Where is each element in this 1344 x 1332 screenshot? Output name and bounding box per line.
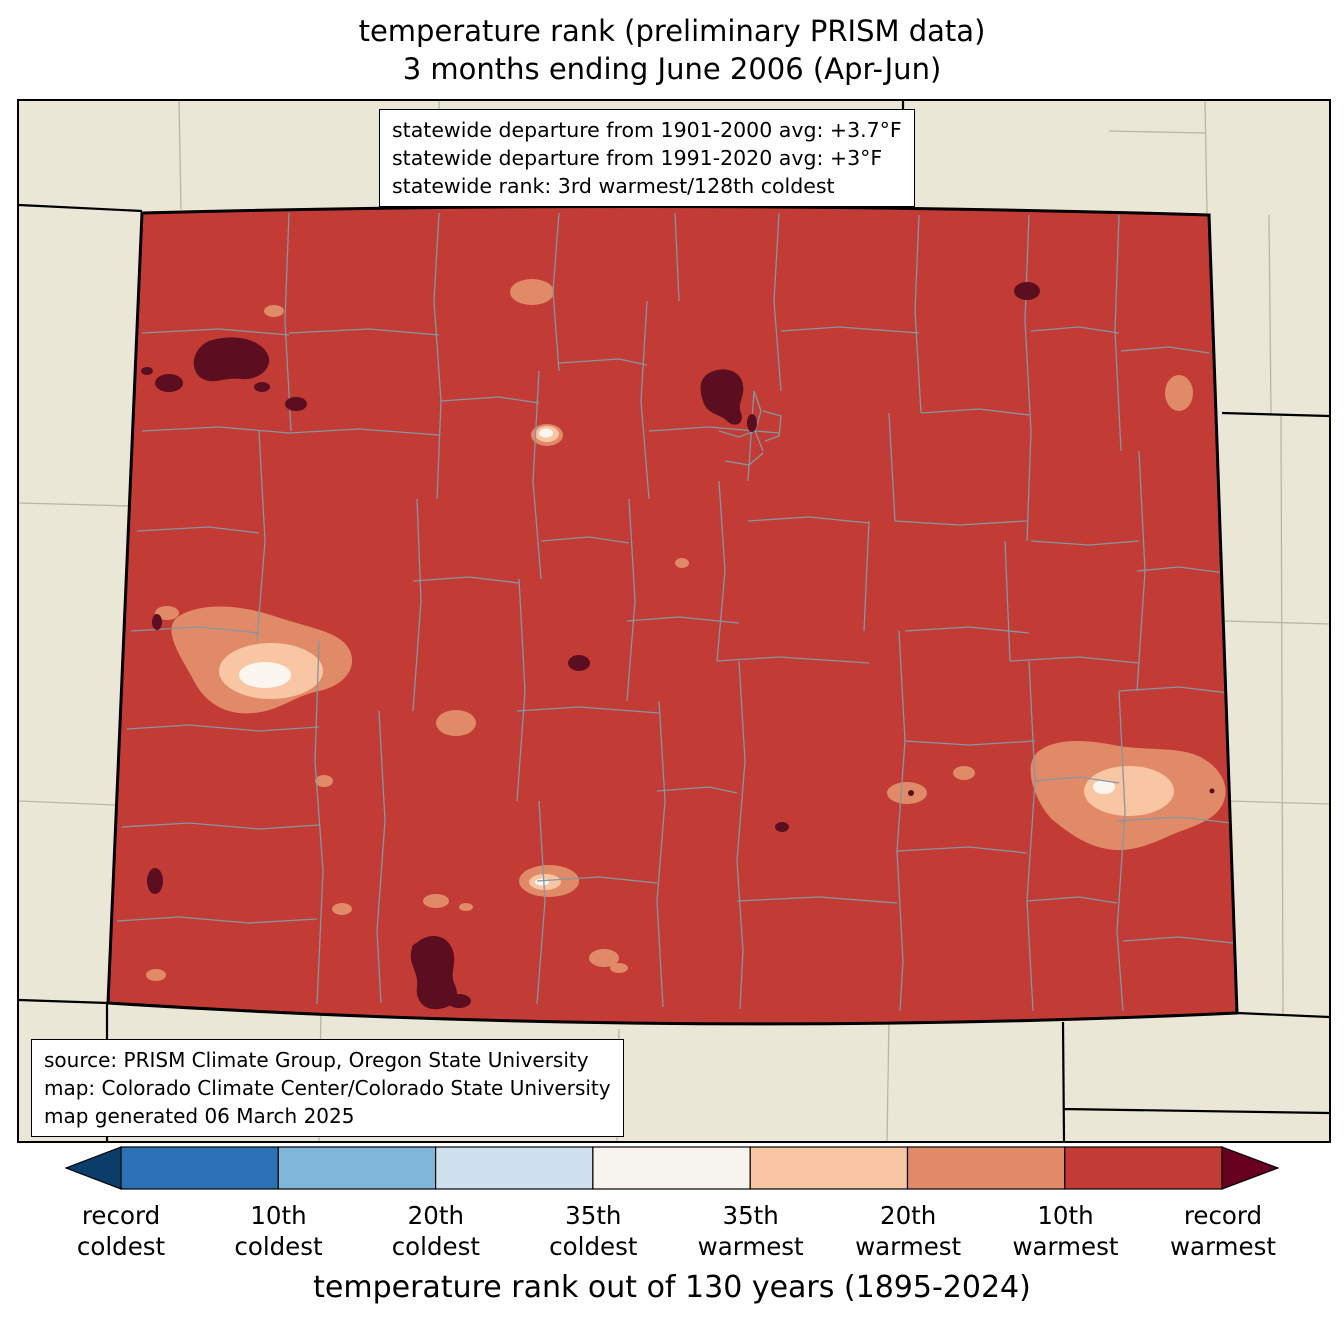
title-line-1: temperature rank (preliminary PRISM data…	[358, 14, 986, 48]
stats-line-rank: statewide rank: 3rd warmest/128th coldes…	[392, 174, 835, 198]
record-warmest-patches	[141, 282, 1215, 1010]
colorbar-svg	[64, 1146, 1280, 1190]
colorbar-tick-labels: record coldest 10th coldest 20th coldest 35…	[64, 1200, 1280, 1264]
warmest-35-patches	[219, 426, 1174, 890]
cb-segment-warmest-35	[749, 1146, 909, 1190]
cb-arrow-record-warmest	[1221, 1146, 1280, 1190]
cb-tick-record-warmest: record warmest	[1169, 1201, 1276, 1261]
colorado-state-shape	[108, 206, 1237, 1024]
map-frame: statewide departure from 1901-2000 avg: …	[17, 99, 1331, 1143]
source-box: source: PRISM Climate Group, Oregon Stat…	[31, 1039, 624, 1137]
colorado-map	[19, 101, 1329, 1141]
stats-line-departure-1991-2020: statewide departure from 1991-2020 avg: …	[392, 146, 883, 170]
cb-segment-median	[592, 1146, 751, 1190]
cb-tick-35th-warmest: 35th warmest	[697, 1201, 804, 1261]
cb-segment-coldest-20	[277, 1146, 437, 1190]
cb-tick-10th-coldest: 10th coldest	[234, 1201, 323, 1261]
cb-segment-coldest-35	[435, 1146, 594, 1190]
cb-segment-coldest-10	[120, 1146, 279, 1190]
colorbar	[64, 1146, 1280, 1190]
colorado-detail-layer	[116, 212, 1234, 1012]
cb-tick-20th-coldest: 20th coldest	[391, 1201, 480, 1261]
cb-tick-35th-coldest: 35th coldest	[549, 1201, 638, 1261]
county-lines	[116, 212, 1234, 1012]
cb-tick-record-coldest: record coldest	[76, 1201, 166, 1261]
colorbar-axis-label: temperature rank out of 130 years (1895-…	[313, 1270, 1031, 1305]
cb-arrow-record-coldest	[64, 1146, 122, 1190]
figure-title: temperature rank (preliminary PRISM data…	[0, 12, 1344, 88]
cb-tick-20th-warmest: 20th warmest	[855, 1201, 962, 1261]
cb-tick-10th-warmest: 10th warmest	[1012, 1201, 1119, 1261]
stats-line-departure-1901-2000: statewide departure from 1901-2000 avg: …	[392, 118, 902, 142]
cb-segment-warmest-10	[1064, 1146, 1223, 1190]
title-line-2: 3 months ending June 2006 (Apr-Jun)	[402, 52, 942, 86]
source-line-map-credit: map: Colorado Climate Center/Colorado St…	[44, 1076, 611, 1100]
stats-box: statewide departure from 1901-2000 avg: …	[379, 109, 915, 207]
source-line-prism: source: PRISM Climate Group, Oregon Stat…	[44, 1048, 589, 1072]
source-line-generated: map generated 06 March 2025	[44, 1104, 355, 1128]
cb-segment-warmest-20	[906, 1146, 1066, 1190]
